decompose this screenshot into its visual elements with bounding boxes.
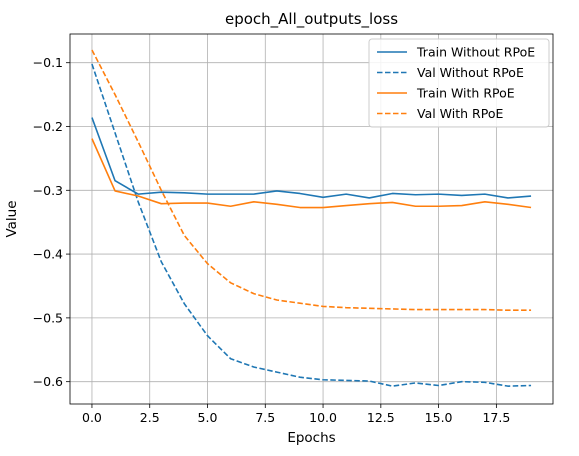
legend: Train Without RPoE Val Without RPoE Train …	[368, 38, 550, 128]
x-tick-label: 12.5	[367, 410, 395, 425]
plot-frame	[69, 33, 554, 405]
y-tick-label: −0.6	[33, 374, 63, 389]
x-tick-label: 17.5	[482, 410, 510, 425]
legend-label: Train Without RPoE	[416, 45, 535, 60]
x-tick-label: 5.0	[198, 410, 218, 425]
y-tick-label: −0.1	[33, 55, 63, 70]
y-tick-label: −0.5	[33, 310, 63, 325]
y-tick-label: −0.3	[33, 183, 63, 198]
x-tick-label: 2.5	[140, 410, 160, 425]
legend-label: Val Without RPoE	[417, 65, 524, 80]
series-line-val-without-rpoe	[91, 63, 532, 387]
legend-label: Val With RPoE	[417, 106, 503, 121]
legend-label: Train With RPoE	[416, 86, 515, 101]
x-tick-label: 15.0	[425, 410, 453, 425]
legend-box	[368, 38, 550, 128]
chart-title: epoch_All_outputs_loss	[225, 10, 398, 29]
x-tick-label: 7.5	[255, 410, 275, 425]
x-axis-label: Epochs	[287, 430, 335, 446]
series-line-train-with-rpoe	[91, 138, 532, 209]
y-tick-label: −0.2	[33, 119, 63, 134]
x-axis-ticks: 0.0 2.5 5.0 7.5 10.0 12.5 15.0 17.5	[82, 404, 510, 425]
series-line-train-without-rpoe	[91, 117, 532, 199]
series-line-val-with-rpoe	[91, 49, 532, 312]
x-tick-label: 10.0	[309, 410, 337, 425]
x-tick-label: 0.0	[82, 410, 102, 425]
y-axis-label: Value	[4, 200, 20, 237]
y-axis-ticks: −0.1 −0.2 −0.3 −0.4 −0.5 −0.6	[33, 55, 70, 389]
y-tick-label: −0.4	[33, 247, 63, 262]
series-lines	[91, 49, 532, 387]
